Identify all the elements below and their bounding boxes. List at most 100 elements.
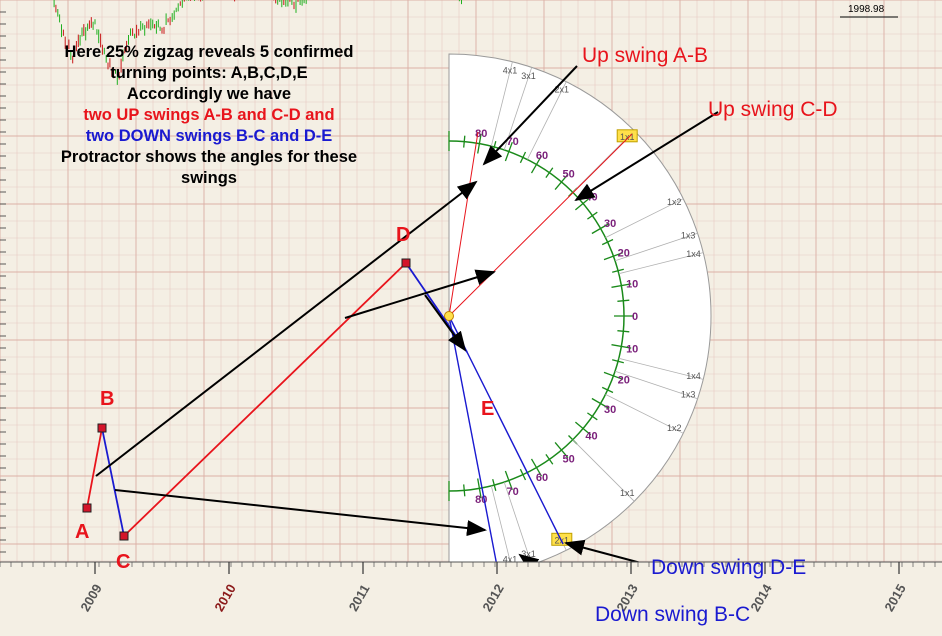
turning-point-label-d: D: [396, 224, 411, 246]
turning-point-label-b: B: [100, 388, 115, 410]
callout-arrow: [114, 489, 487, 537]
ratio-label: 3x1: [521, 71, 536, 81]
ratio-ray: [605, 198, 684, 238]
callout-arrow: [574, 111, 719, 202]
x-axis-band: [0, 562, 942, 636]
turning-point-marker: [119, 531, 129, 541]
ratio-ray: [614, 370, 698, 400]
protractor-face: [448, 53, 712, 579]
protractor-tick: [554, 173, 569, 191]
protractor-tick: [463, 135, 466, 148]
protractor-tick: [504, 470, 513, 491]
annotation-line: turning points: A,B,C,D,E: [110, 64, 308, 82]
angle-label: 10: [626, 343, 638, 355]
callout-up-swing-cd: Up swing C-D: [708, 98, 838, 121]
protractor-tick: [611, 344, 632, 349]
swing-line: [101, 427, 125, 537]
ray-bc: [448, 315, 498, 567]
zigzag-swings: [86, 262, 468, 537]
angle-label: 0: [632, 311, 638, 323]
callout-arrow: [424, 294, 467, 352]
angle-label: 10: [626, 279, 638, 291]
ratio-ray: [503, 67, 533, 151]
callout-down-swing-de: Down swing D-E: [651, 556, 807, 579]
protractor-tick: [587, 412, 598, 421]
turning-points: [82, 16, 898, 541]
protractor-tick: [477, 478, 482, 499]
protractor-tick: [545, 454, 554, 465]
protractor-center: [444, 311, 454, 321]
ratio-label: 1x3: [681, 390, 696, 400]
ratio-ray: [527, 81, 567, 160]
angle-label: 50: [562, 169, 574, 181]
turning-point-marker: [401, 258, 411, 268]
turning-point-label-c: C: [116, 551, 131, 573]
ray-de: [448, 315, 564, 545]
protractor-tick: [617, 330, 630, 333]
turning-point-marker: [82, 503, 92, 513]
swing-line: [86, 427, 103, 509]
turning-point-marker: [97, 423, 107, 433]
protractor-tick: [612, 359, 624, 364]
annotation-line: two UP swings A-B and C-D and: [83, 106, 335, 124]
turning-point-label-e: E: [481, 398, 495, 420]
annotation-line: Protractor shows the angles for these: [60, 148, 358, 166]
y-axis-ticks: [0, 11, 6, 553]
ratio-label: 1x4: [686, 249, 701, 259]
protractor-tick: [603, 371, 624, 380]
protractor-tick: [530, 458, 543, 477]
ray-cd: [448, 133, 633, 317]
ratio-highlight: [616, 129, 638, 143]
protractor-tick: [530, 155, 543, 174]
price-bars: [53, 0, 462, 85]
annotation-line: Here 25% zigzag reveals 5 confirmed: [64, 43, 354, 61]
ratio-label: 2x1: [555, 85, 570, 95]
angle-label: 30: [604, 404, 616, 416]
annotation-line: Accordingly we have: [126, 85, 292, 103]
ratio-label: 1x4: [686, 371, 701, 381]
annotation-line: two DOWN swings B-C and D-E: [85, 127, 333, 145]
callout-down-swing-bc: Down swing B-C: [595, 603, 751, 626]
swing-line: [123, 262, 407, 537]
protractor-tick: [492, 479, 497, 491]
callout-arrow: [482, 65, 578, 166]
protractor-tick: [504, 141, 513, 162]
ratio-ray: [490, 485, 513, 571]
last-price-label: 1998.98: [848, 4, 885, 15]
protractor-tick: [601, 386, 614, 394]
angle-label: 60: [536, 150, 548, 162]
ratio-ray: [503, 481, 533, 565]
protractor-tick: [554, 441, 569, 459]
annotation-line: swings: [181, 169, 237, 187]
angle-label: 30: [604, 218, 616, 230]
angle-label: 40: [585, 431, 597, 443]
turning-point-label-a: A: [75, 521, 90, 543]
ratio-ray: [618, 357, 704, 380]
ratio-label: 4x1: [503, 555, 518, 565]
protractor-tick: [591, 222, 610, 235]
ratio-label: 1x3: [681, 231, 696, 241]
angle-label: 50: [562, 454, 574, 466]
protractor: 8070605040302010010203040506070804x13x12…: [444, 53, 712, 579]
callout-up-swing-ab: Up swing A-B: [582, 44, 709, 67]
angle-label: 70: [506, 136, 518, 148]
protractor-tick: [603, 252, 624, 261]
protractor-tick: [612, 268, 624, 273]
protractor-tick: [617, 299, 630, 302]
protractor-tick: [611, 283, 632, 288]
protractor-tick: [574, 421, 592, 436]
protractor-tick: [545, 167, 554, 178]
callout-arrow: [95, 180, 478, 477]
ratio-ray: [572, 439, 635, 502]
protractor-tick: [519, 468, 527, 481]
protractor-tick: [587, 211, 598, 220]
protractor-tick: [477, 133, 482, 154]
angle-label: 20: [618, 375, 630, 387]
ratio-label: 4x1: [503, 66, 518, 76]
ratio-label: 1x2: [667, 423, 682, 433]
ratio-ray: [490, 61, 513, 147]
ratio-label: 1x2: [667, 197, 682, 207]
ratio-ray: [605, 394, 684, 434]
angle-label: 20: [618, 247, 630, 259]
